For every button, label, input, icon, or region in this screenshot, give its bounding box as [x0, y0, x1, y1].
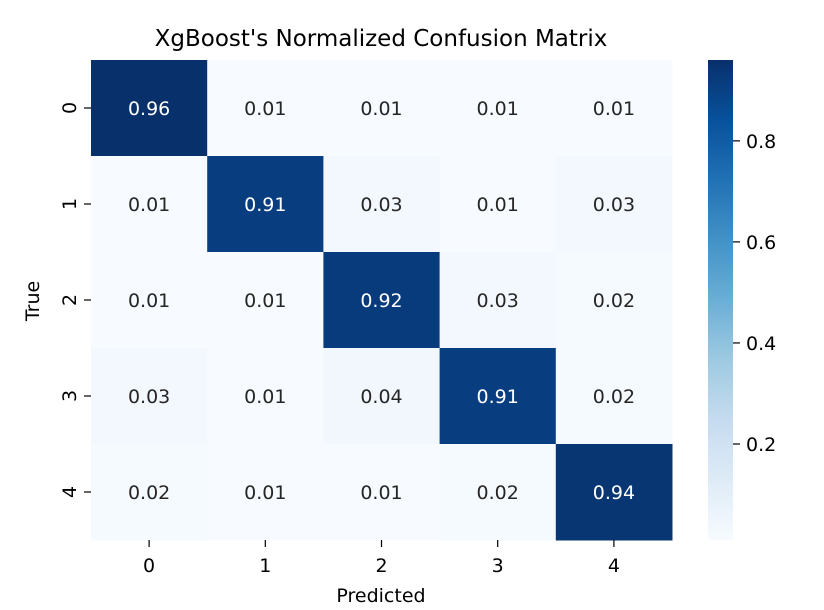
heatmap-cell-1-3	[439, 156, 557, 253]
y-axis-label: True	[22, 281, 44, 322]
heatmap-cell-3-3	[439, 348, 557, 445]
cell-value-label-1-1: 0.91	[244, 194, 286, 216]
heatmap-cell-4-2	[323, 444, 441, 541]
heatmap-cell-3-0	[91, 348, 208, 445]
heatmap-cell-labels: 0.96 0.01 0.01 0.01 0.01 0.01 0.91 0.03 0.01 0.03…	[128, 98, 635, 504]
cell-value-label-4-1: 0.01	[244, 482, 286, 504]
cell-value-label-2-2: 0.92	[360, 290, 402, 312]
cell-value-label-4-3: 0.02	[477, 482, 519, 504]
cell-value-label-4-2: 0.01	[360, 482, 402, 504]
cell-value-label-1-3: 0.01	[477, 194, 519, 216]
cell-value-label-0-1: 0.01	[244, 98, 286, 120]
heatmap-cell-3-1	[207, 348, 324, 445]
heatmap-cell-0-0	[91, 60, 208, 157]
cell-value-label-3-1: 0.01	[244, 386, 286, 408]
x-tick-label-0: 0	[143, 555, 155, 577]
x-tick-label-3: 3	[492, 555, 504, 577]
heatmap-cell-0-2	[323, 60, 441, 157]
cell-value-label-2-0: 0.01	[128, 290, 170, 312]
heatmap-cell-4-3	[439, 444, 557, 541]
heatmap-cell-3-4	[555, 348, 673, 445]
heatmap-cell-2-2	[323, 252, 441, 349]
heatmap-cell-1-0	[91, 156, 208, 253]
cell-value-label-2-4: 0.02	[593, 290, 635, 312]
x-tick-label-4: 4	[608, 555, 620, 577]
x-axis-label: Predicted	[336, 585, 425, 606]
cell-value-label-0-0: 0.96	[128, 98, 170, 120]
x-tick-label-1: 1	[259, 555, 271, 577]
heatmap-cell-2-0	[91, 252, 208, 349]
heatmap-cell-2-1	[207, 252, 324, 349]
y-tick-label-1: 1	[59, 198, 81, 210]
cell-value-label-2-1: 0.01	[244, 290, 286, 312]
colorbar-tick-label-0: 0.2	[746, 434, 776, 456]
heatmap-cell-4-0	[91, 444, 208, 541]
heatmap-cell-1-4	[555, 156, 673, 253]
cell-value-label-3-2: 0.04	[360, 386, 402, 408]
y-tick-label-4: 4	[59, 486, 81, 498]
heatmap-cell-3-2	[323, 348, 441, 445]
colorbar-tick-label-1: 0.4	[746, 333, 776, 355]
cell-value-label-1-4: 0.03	[593, 194, 635, 216]
colorbar: 0.2 0.4 0.6 0.8	[708, 60, 776, 540]
cell-value-label-4-0: 0.02	[128, 482, 170, 504]
heatmap-cell-1-2	[323, 156, 441, 253]
heatmap-cells	[91, 60, 673, 541]
cell-value-label-0-3: 0.01	[477, 98, 519, 120]
cell-value-label-4-4: 0.94	[593, 482, 635, 504]
colorbar-tick-label-2: 0.6	[746, 232, 776, 254]
heatmap-cell-0-4	[555, 60, 673, 157]
heatmap-cell-2-3	[439, 252, 557, 349]
y-tick-label-0: 0	[59, 102, 81, 114]
heatmap-cell-2-4	[555, 252, 673, 349]
cell-value-label-2-3: 0.03	[477, 290, 519, 312]
heatmap-cell-4-4	[555, 444, 673, 541]
cell-value-label-3-0: 0.03	[128, 386, 170, 408]
heatmap-cell-0-3	[439, 60, 557, 157]
colorbar-tick-label-3: 0.8	[746, 131, 776, 153]
x-tick-label-2: 2	[375, 555, 387, 577]
heatmap-cell-4-1	[207, 444, 324, 541]
cell-value-label-3-4: 0.02	[593, 386, 635, 408]
cell-value-label-1-2: 0.03	[360, 194, 402, 216]
cell-value-label-3-3: 0.91	[477, 386, 519, 408]
y-tick-label-2: 2	[59, 294, 81, 306]
cell-value-label-1-0: 0.01	[128, 194, 170, 216]
heatmap-cell-1-1	[207, 156, 324, 253]
heatmap-cell-0-1	[207, 60, 324, 157]
x-axis: 0 1 2 3 4	[143, 540, 620, 577]
y-tick-label-3: 3	[59, 390, 81, 402]
cell-value-label-0-4: 0.01	[593, 98, 635, 120]
chart-title: XgBoost's Normalized Confusion Matrix	[155, 26, 608, 52]
y-axis: 0 1 2 3 4	[59, 102, 91, 498]
colorbar-gradient	[708, 60, 733, 540]
cell-value-label-0-2: 0.01	[360, 98, 402, 120]
